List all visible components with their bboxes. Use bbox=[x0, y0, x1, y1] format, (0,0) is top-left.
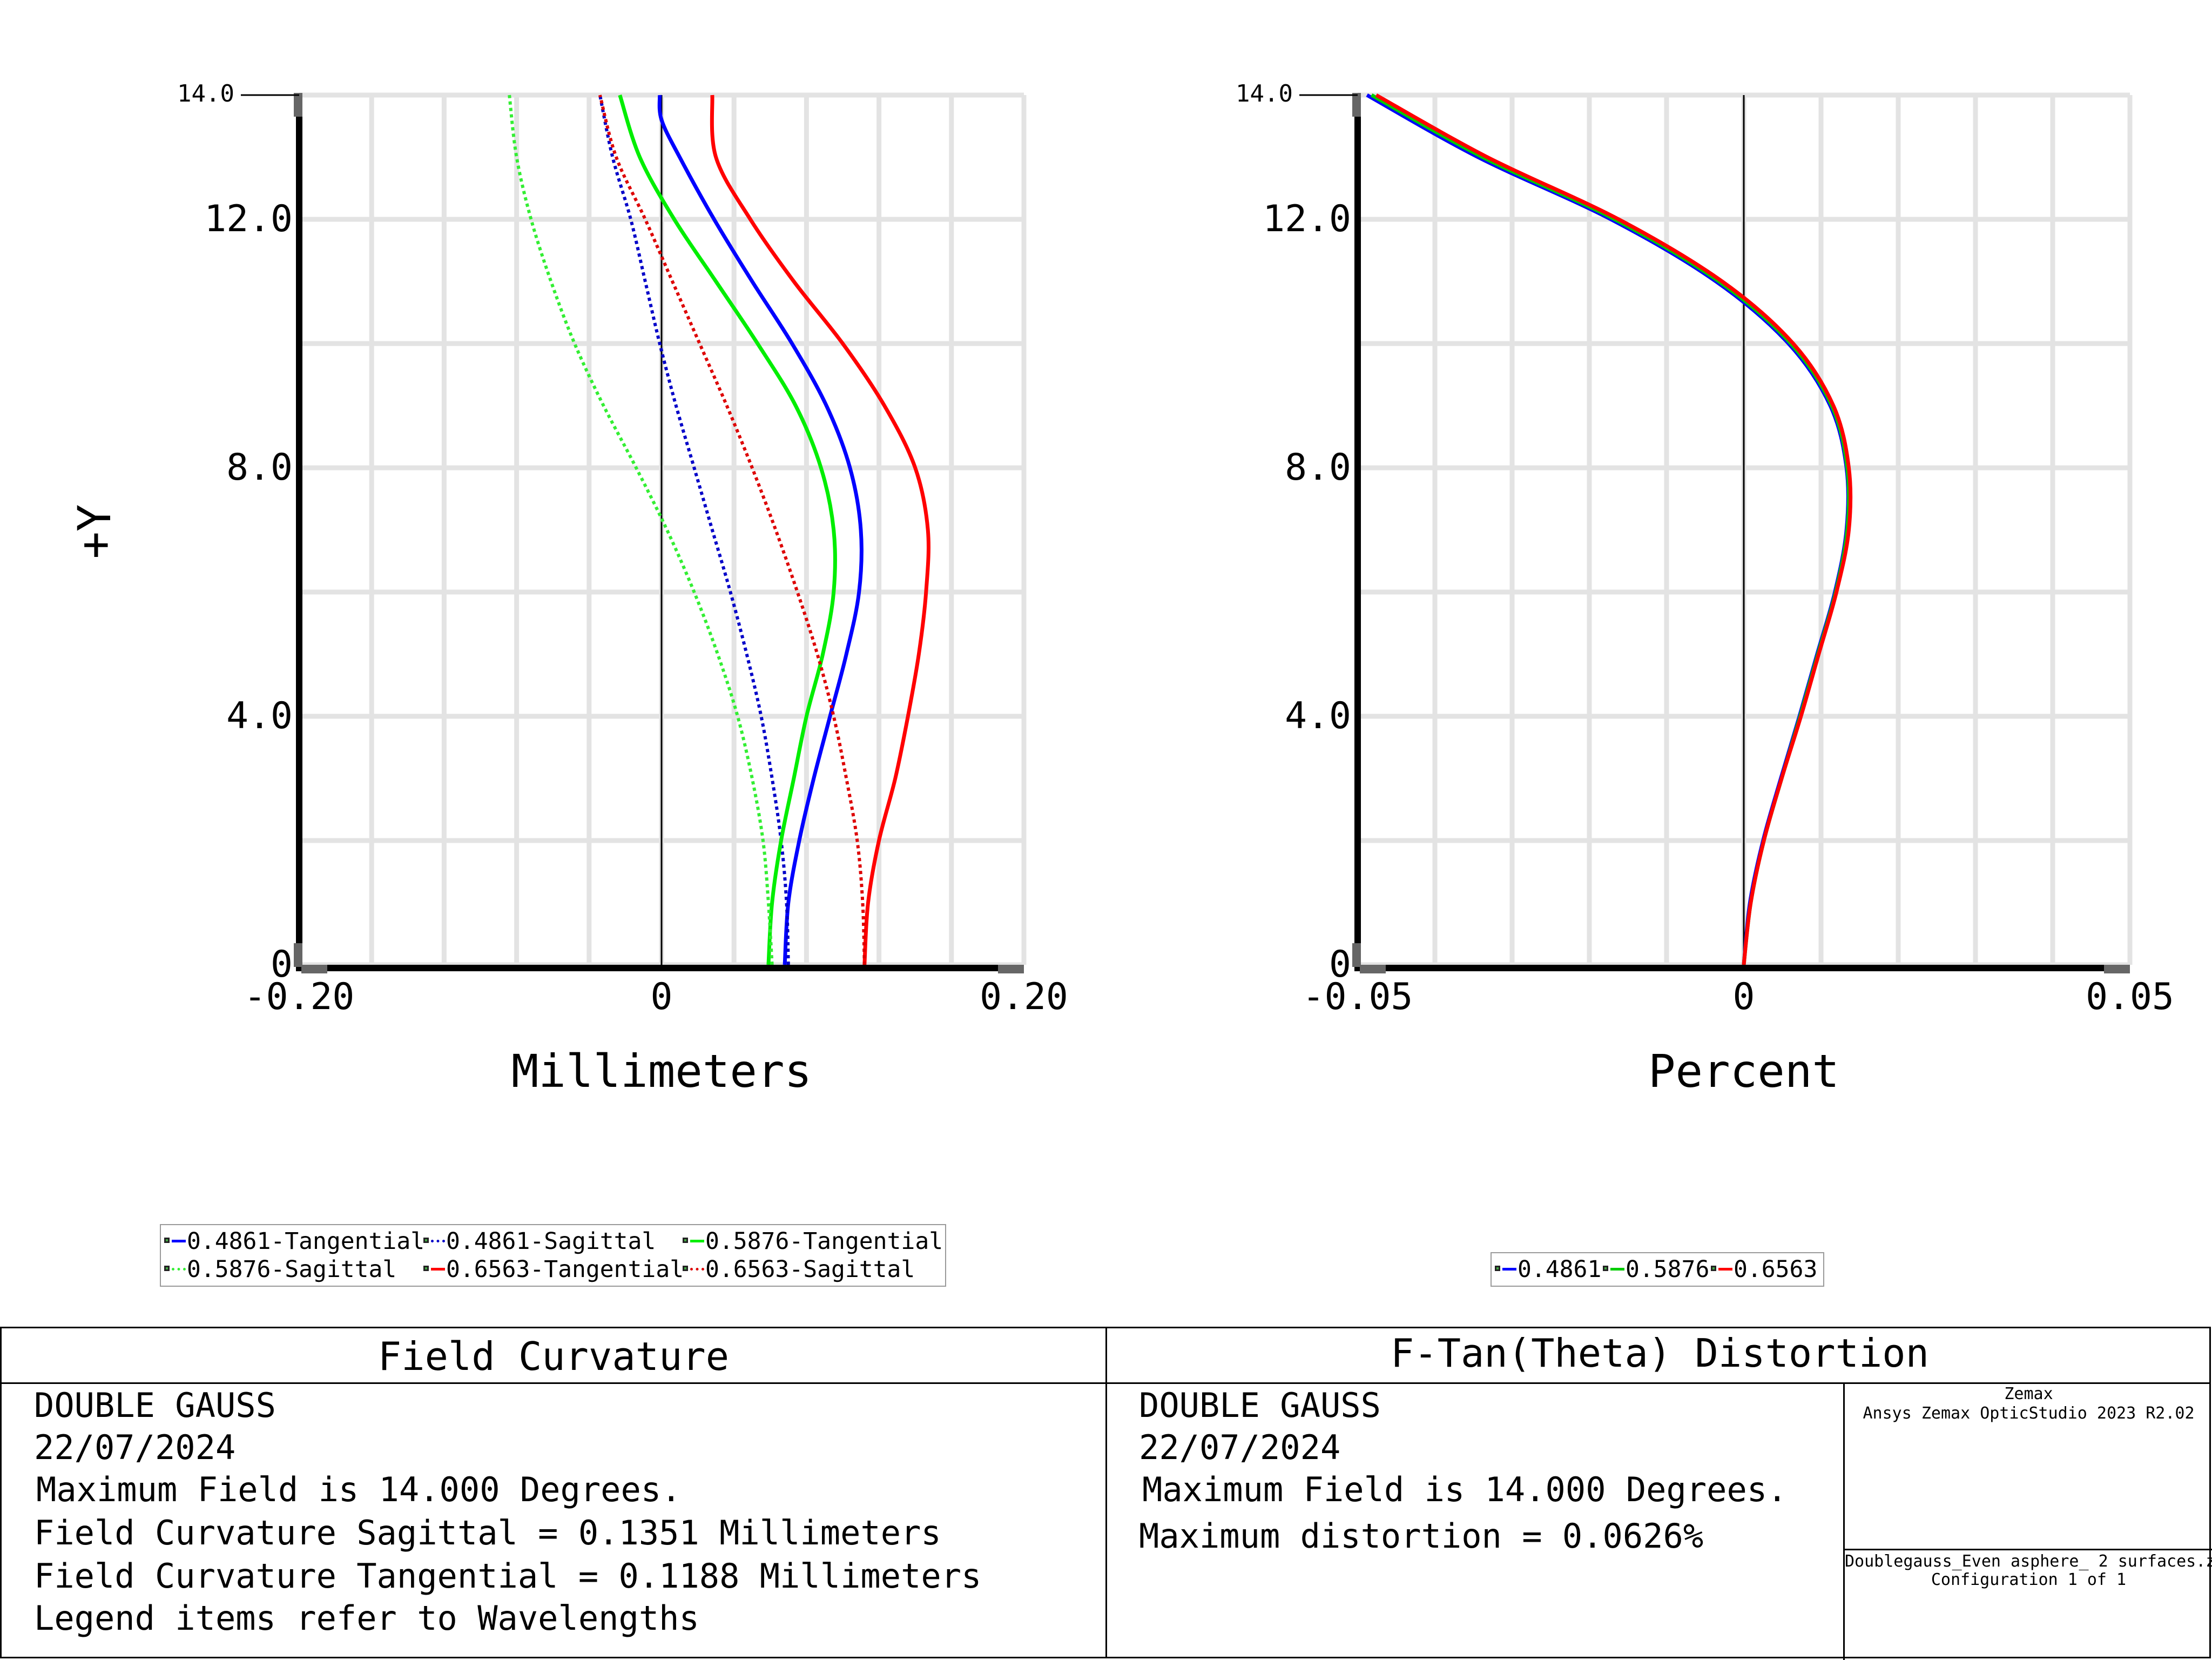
legend-item-0-6563-tangential: 0.6563-Tangential bbox=[423, 1255, 684, 1283]
legend-label: 0.6563-Sagittal bbox=[705, 1256, 915, 1283]
axis-end-cap bbox=[998, 965, 1024, 973]
y-tick-label: 12.0 bbox=[204, 198, 293, 240]
series-line-0-4861-tangential bbox=[657, 95, 864, 965]
x-tick-label: 0 bbox=[1733, 976, 1755, 1018]
legend-label: 0.5876 bbox=[1626, 1256, 1710, 1283]
y-axis-title: +Y bbox=[68, 504, 121, 559]
legend-swatch-icon bbox=[423, 1236, 445, 1247]
field-curvature-legend: 0.4861-Tangential 0.4861-Sagittal 0.5876… bbox=[160, 1224, 946, 1287]
axis-end-cap bbox=[294, 93, 302, 117]
axis-end-cap bbox=[294, 943, 302, 967]
y-tick-label: 8.0 bbox=[226, 446, 293, 489]
axis-end-cap bbox=[1352, 93, 1361, 117]
legend-swatch-icon bbox=[1495, 1264, 1516, 1275]
x-tick-label: -0.20 bbox=[244, 976, 355, 1018]
right-info-line: Maximum Field is 14.000 Degrees. bbox=[1142, 1470, 1788, 1509]
x-tick-label: 0.05 bbox=[2086, 976, 2174, 1018]
x-axis-title: Percent bbox=[1648, 1045, 1839, 1098]
legend-item-0-5876-tangential: 0.5876-Tangential bbox=[683, 1227, 943, 1255]
series-line-0-6563-sagittal bbox=[598, 95, 866, 965]
y-tick-label: 4.0 bbox=[1285, 695, 1351, 737]
axis-end-cap bbox=[1352, 943, 1361, 967]
series-line-0-6563 bbox=[1375, 93, 1853, 965]
left-info-line: Maximum Field is 14.000 Degrees. bbox=[36, 1470, 682, 1509]
right-info-line: DOUBLE GAUSS bbox=[1139, 1386, 1381, 1425]
series-line-0-5876-sagittal bbox=[508, 95, 774, 965]
distortion-legend: 0.4861 0.5876 0.6563 bbox=[1491, 1252, 1824, 1287]
series-line-0-5876-tangential bbox=[618, 94, 837, 965]
legend-swatch-icon bbox=[164, 1236, 186, 1247]
left-info-line: Field Curvature Tangential = 0.1188 Mill… bbox=[34, 1556, 982, 1596]
legend-label: 0.5876-Sagittal bbox=[187, 1256, 397, 1283]
y-tick-label: 12.0 bbox=[1263, 198, 1351, 240]
y-tick-label: 14.0 bbox=[177, 80, 234, 107]
charts-canvas: 04.08.012.014.0-0.20 0 0.20Millimeters+Y04… bbox=[68, 80, 2174, 1098]
legend-label: 0.4861-Tangential bbox=[187, 1228, 425, 1255]
legend-item-0-4861-sagittal: 0.4861-Sagittal bbox=[423, 1227, 656, 1255]
field-curvature-title: Field Curvature bbox=[377, 1334, 730, 1379]
legend-label: 0.4861 bbox=[1518, 1256, 1602, 1283]
left-info-line: DOUBLE GAUSS bbox=[34, 1386, 276, 1425]
left-info-line: 22/07/2024 bbox=[34, 1428, 236, 1467]
x-tick-label: -0.05 bbox=[1303, 976, 1413, 1018]
axis-end-cap bbox=[301, 965, 327, 973]
right-title-cell: F-Tan(Theta) Distortion bbox=[1107, 1328, 2212, 1382]
x-axis-title: Millimeters bbox=[511, 1045, 812, 1098]
brand-box-divider bbox=[1843, 1382, 1845, 1660]
legend-item-0-6563: 0.6563 bbox=[1711, 1255, 1817, 1283]
y-tick-label: 14.0 bbox=[1236, 80, 1293, 107]
y-tick-label: 4.0 bbox=[226, 695, 293, 737]
brand-cell: Zemax Ansys Zemax OpticStudio 2023 R2.02 bbox=[1845, 1385, 2212, 1547]
series-line-0-4861 bbox=[1366, 93, 1850, 965]
series-line-0-6563-tangential bbox=[710, 95, 930, 965]
y-tick-label: 8.0 bbox=[1285, 446, 1351, 489]
legend-item-0-4861: 0.4861 bbox=[1495, 1255, 1601, 1283]
left-info-line: Legend items refer to Wavelengths bbox=[34, 1598, 699, 1638]
legend-label: 0.6563 bbox=[1734, 1256, 1818, 1283]
legend-item-0-6563-sagittal: 0.6563-Sagittal bbox=[683, 1255, 915, 1283]
x-tick-label: 0 bbox=[651, 976, 673, 1018]
legend-item-0-5876: 0.5876 bbox=[1603, 1255, 1709, 1283]
legend-swatch-icon bbox=[1711, 1264, 1732, 1275]
series-line-0-4861-sagittal bbox=[598, 95, 790, 965]
center-divider bbox=[1105, 1328, 1107, 1657]
legend-item-0-4861-tangential: 0.4861-Tangential bbox=[164, 1227, 424, 1255]
legend-swatch-icon bbox=[683, 1264, 704, 1275]
legend-swatch-icon bbox=[1603, 1264, 1624, 1275]
legend-item-0-5876-sagittal: 0.5876-Sagittal bbox=[164, 1255, 396, 1283]
title-divider bbox=[2, 1382, 2209, 1384]
axis-end-cap bbox=[2104, 965, 2130, 973]
axis-end-cap bbox=[1360, 965, 1386, 973]
configuration-label: Configuration 1 of 1 bbox=[1931, 1570, 2127, 1589]
y-tick-label: 0 bbox=[1329, 943, 1351, 986]
right-info-line: 22/07/2024 bbox=[1139, 1428, 1341, 1467]
legend-label: 0.4861-Sagittal bbox=[446, 1228, 656, 1255]
brand-name: Zemax bbox=[2004, 1385, 2053, 1403]
file-cell: Doublegauss_Even asphere_ 2 surfaces.zmx… bbox=[1845, 1551, 2212, 1659]
file-name: Doublegauss_Even asphere_ 2 surfaces.zmx bbox=[1845, 1552, 2212, 1571]
legend-label: 0.5876-Tangential bbox=[705, 1228, 943, 1255]
legend-swatch-icon bbox=[164, 1264, 186, 1275]
right-info-line: Maximum distortion = 0.0626% bbox=[1139, 1516, 1704, 1556]
brand-box-hline bbox=[1843, 1549, 2212, 1550]
y-tick-label: 0 bbox=[271, 943, 293, 986]
x-tick-label: 0.20 bbox=[980, 976, 1068, 1018]
legend-label: 0.6563-Tangential bbox=[446, 1256, 684, 1283]
distortion-title: F-Tan(Theta) Distortion bbox=[1391, 1330, 1929, 1376]
product-version: Ansys Zemax OpticStudio 2023 R2.02 bbox=[1863, 1404, 2195, 1423]
legend-swatch-icon bbox=[683, 1236, 704, 1247]
info-table: Field Curvature F-Tan(Theta) Distortion … bbox=[0, 1327, 2212, 1660]
series-line-0-5876 bbox=[1370, 93, 1851, 965]
legend-swatch-icon bbox=[423, 1264, 445, 1275]
left-title-cell: Field Curvature bbox=[2, 1328, 1105, 1382]
left-info-line: Field Curvature Sagittal = 0.1351 Millim… bbox=[34, 1513, 941, 1553]
